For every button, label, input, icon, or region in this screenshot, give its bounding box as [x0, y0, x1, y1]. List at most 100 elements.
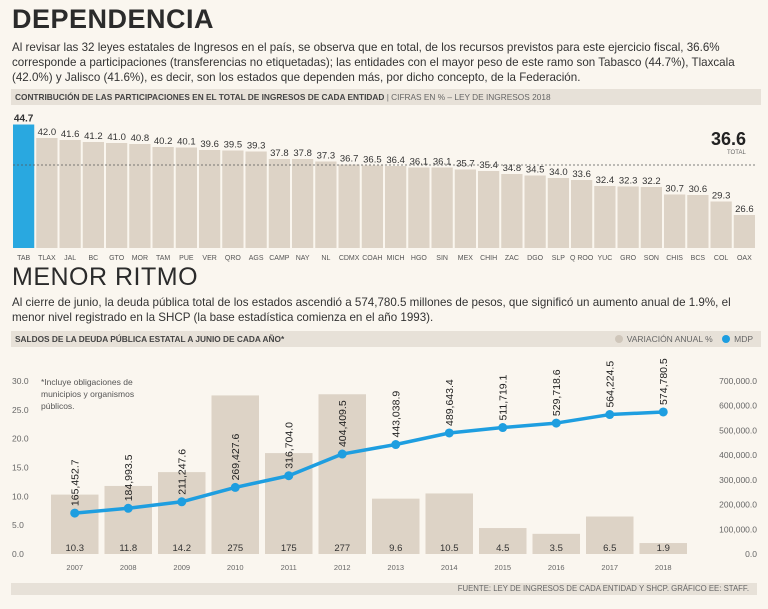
mdp-point-2017 [605, 410, 615, 420]
variacion-value-label: 275 [227, 543, 243, 554]
state-tick-label: DGO [527, 255, 544, 262]
participacion-value-label: 39.5 [224, 140, 243, 151]
participacion-value-label: 32.3 [619, 176, 638, 187]
participacion-value-label: 33.6 [572, 169, 591, 180]
state-tick-label: YUC [597, 255, 612, 262]
participacion-bar-nl [315, 161, 337, 248]
participacion-value-label: 26.6 [735, 204, 754, 215]
participacion-bar-chis [664, 194, 686, 248]
deuda-footnote-line: municipios y organismos [41, 389, 134, 399]
mdp-point-2009 [177, 497, 187, 507]
variacion-value-label: 175 [281, 543, 297, 554]
variacion-bar-2008 [104, 485, 152, 554]
state-tick-label: TAB [17, 255, 30, 262]
state-tick-label: QRO [225, 255, 242, 262]
participacion-bar-zac [501, 174, 523, 248]
participacion-value-label: 37.3 [317, 151, 336, 162]
source-footer: FUENTE: LEY DE INGRESOS DE CADA ENTIDAD … [11, 583, 757, 595]
variacion-value-label: 4.5 [496, 543, 509, 554]
total-label: TOTAL [727, 150, 746, 156]
bar-legend-swatch [614, 335, 623, 343]
participacion-value-label: 41.0 [107, 132, 126, 143]
participacion-value-label: 42.0 [38, 127, 57, 138]
right-axis-tick: 0.0 [745, 549, 757, 559]
left-axis-tick: 10.0 [12, 491, 29, 501]
participacion-value-label: 32.4 [596, 175, 615, 186]
mdp-value-label: 184,993.5 [123, 454, 135, 501]
legend-bar-label: VARIACIÓN ANUAL % [626, 334, 713, 344]
participacion-bar-dgo [524, 175, 546, 248]
participacion-bar-camp [268, 159, 290, 248]
participacion-value-label: 41.2 [84, 131, 103, 142]
mdp-value-label: 443,038.9 [391, 391, 403, 438]
participacion-bar-mich [385, 166, 407, 248]
mdp-line [74, 410, 664, 515]
participacion-value-label: 37.8 [293, 148, 312, 159]
year-tick-label: 2014 [441, 563, 458, 572]
variacion-value-label: 10.5 [440, 543, 459, 554]
left-axis-tick: 0.0 [12, 549, 24, 559]
participacion-bar-col [710, 201, 732, 248]
variacion-value-label: 9.6 [389, 543, 402, 554]
participacion-value-label: 29.3 [712, 191, 731, 202]
mdp-value-label: 511,719.1 [498, 374, 510, 420]
mdp-point-2007 [70, 508, 80, 518]
mdp-value-label: 574,780.5 [658, 358, 670, 405]
year-tick-label: 2012 [334, 563, 351, 572]
participacion-bar-chih [478, 171, 500, 248]
year-tick-label: 2013 [387, 563, 404, 572]
participacion-bar-son [640, 187, 662, 248]
participacion-bar-tab [13, 124, 35, 248]
participacion-value-label: 36.5 [363, 155, 382, 166]
participacion-value-label: 40.1 [177, 137, 196, 148]
mdp-point-2010 [230, 482, 240, 492]
mdp-value-label: 489,643.4 [444, 379, 456, 426]
participacion-value-label: 30.6 [689, 184, 708, 195]
state-tick-label: NL [321, 255, 330, 262]
menor-ritmo-title: MENOR RITMO [12, 263, 199, 291]
participacion-value-label: 39.6 [200, 139, 219, 150]
year-tick-label: 2016 [548, 563, 565, 572]
participaciones-chart-title: CONTRIBUCIÓN DE LAS PARTICIPACIONES EN E… [15, 92, 385, 102]
menor-ritmo-paragraph: Al cierre de junio, la deuda pública tot… [12, 296, 731, 324]
variacion-bar-2012 [318, 394, 366, 554]
variacion-value-label: 1.9 [657, 543, 670, 554]
mdp-value-label: 529,718.6 [551, 369, 563, 416]
state-tick-label: AGS [249, 255, 264, 262]
mdp-point-2014 [444, 428, 454, 438]
state-tick-label: VER [202, 255, 216, 262]
year-tick-label: 2017 [601, 563, 618, 572]
state-tick-label: CHIH [480, 255, 497, 262]
state-tick-label: MICH [387, 255, 405, 262]
state-tick-label: BC [89, 255, 99, 262]
participacion-bar-coah [361, 165, 383, 248]
left-axis-tick: 15.0 [12, 463, 29, 473]
right-axis-tick: 500,000.0 [719, 425, 757, 435]
state-tick-label: TLAX [38, 255, 56, 262]
state-tick-label: HGO [411, 255, 428, 262]
participacion-bar-bc [82, 142, 104, 248]
mdp-point-2016 [551, 418, 561, 428]
participacion-bar-oax [733, 215, 755, 248]
mdp-point-2011 [284, 471, 294, 481]
participacion-bar-cdmx [338, 164, 360, 248]
participacion-bar-pue [175, 147, 197, 248]
participacion-value-label: 40.2 [154, 136, 173, 147]
state-tick-label: ZAC [505, 255, 519, 262]
variacion-bar-2014 [425, 493, 473, 554]
variacion-value-label: 10.3 [66, 543, 85, 554]
participacion-value-label: 41.6 [61, 129, 80, 140]
legend-line-label: MDP [734, 334, 753, 344]
participacion-bar-q-roo [571, 180, 593, 248]
participacion-value-label: 40.8 [131, 133, 150, 144]
deuda-footnote-line: públicos. [41, 401, 75, 411]
variacion-bar-2009 [158, 472, 206, 554]
mdp-point-2012 [337, 449, 347, 459]
variacion-value-label: 3.5 [550, 543, 563, 554]
mdp-value-label: 269,427.6 [230, 434, 242, 481]
participacion-bar-hgo [408, 167, 430, 248]
participacion-value-label: 34.5 [526, 165, 545, 176]
participacion-bar-gro [617, 186, 639, 248]
year-tick-label: 2018 [655, 563, 672, 572]
